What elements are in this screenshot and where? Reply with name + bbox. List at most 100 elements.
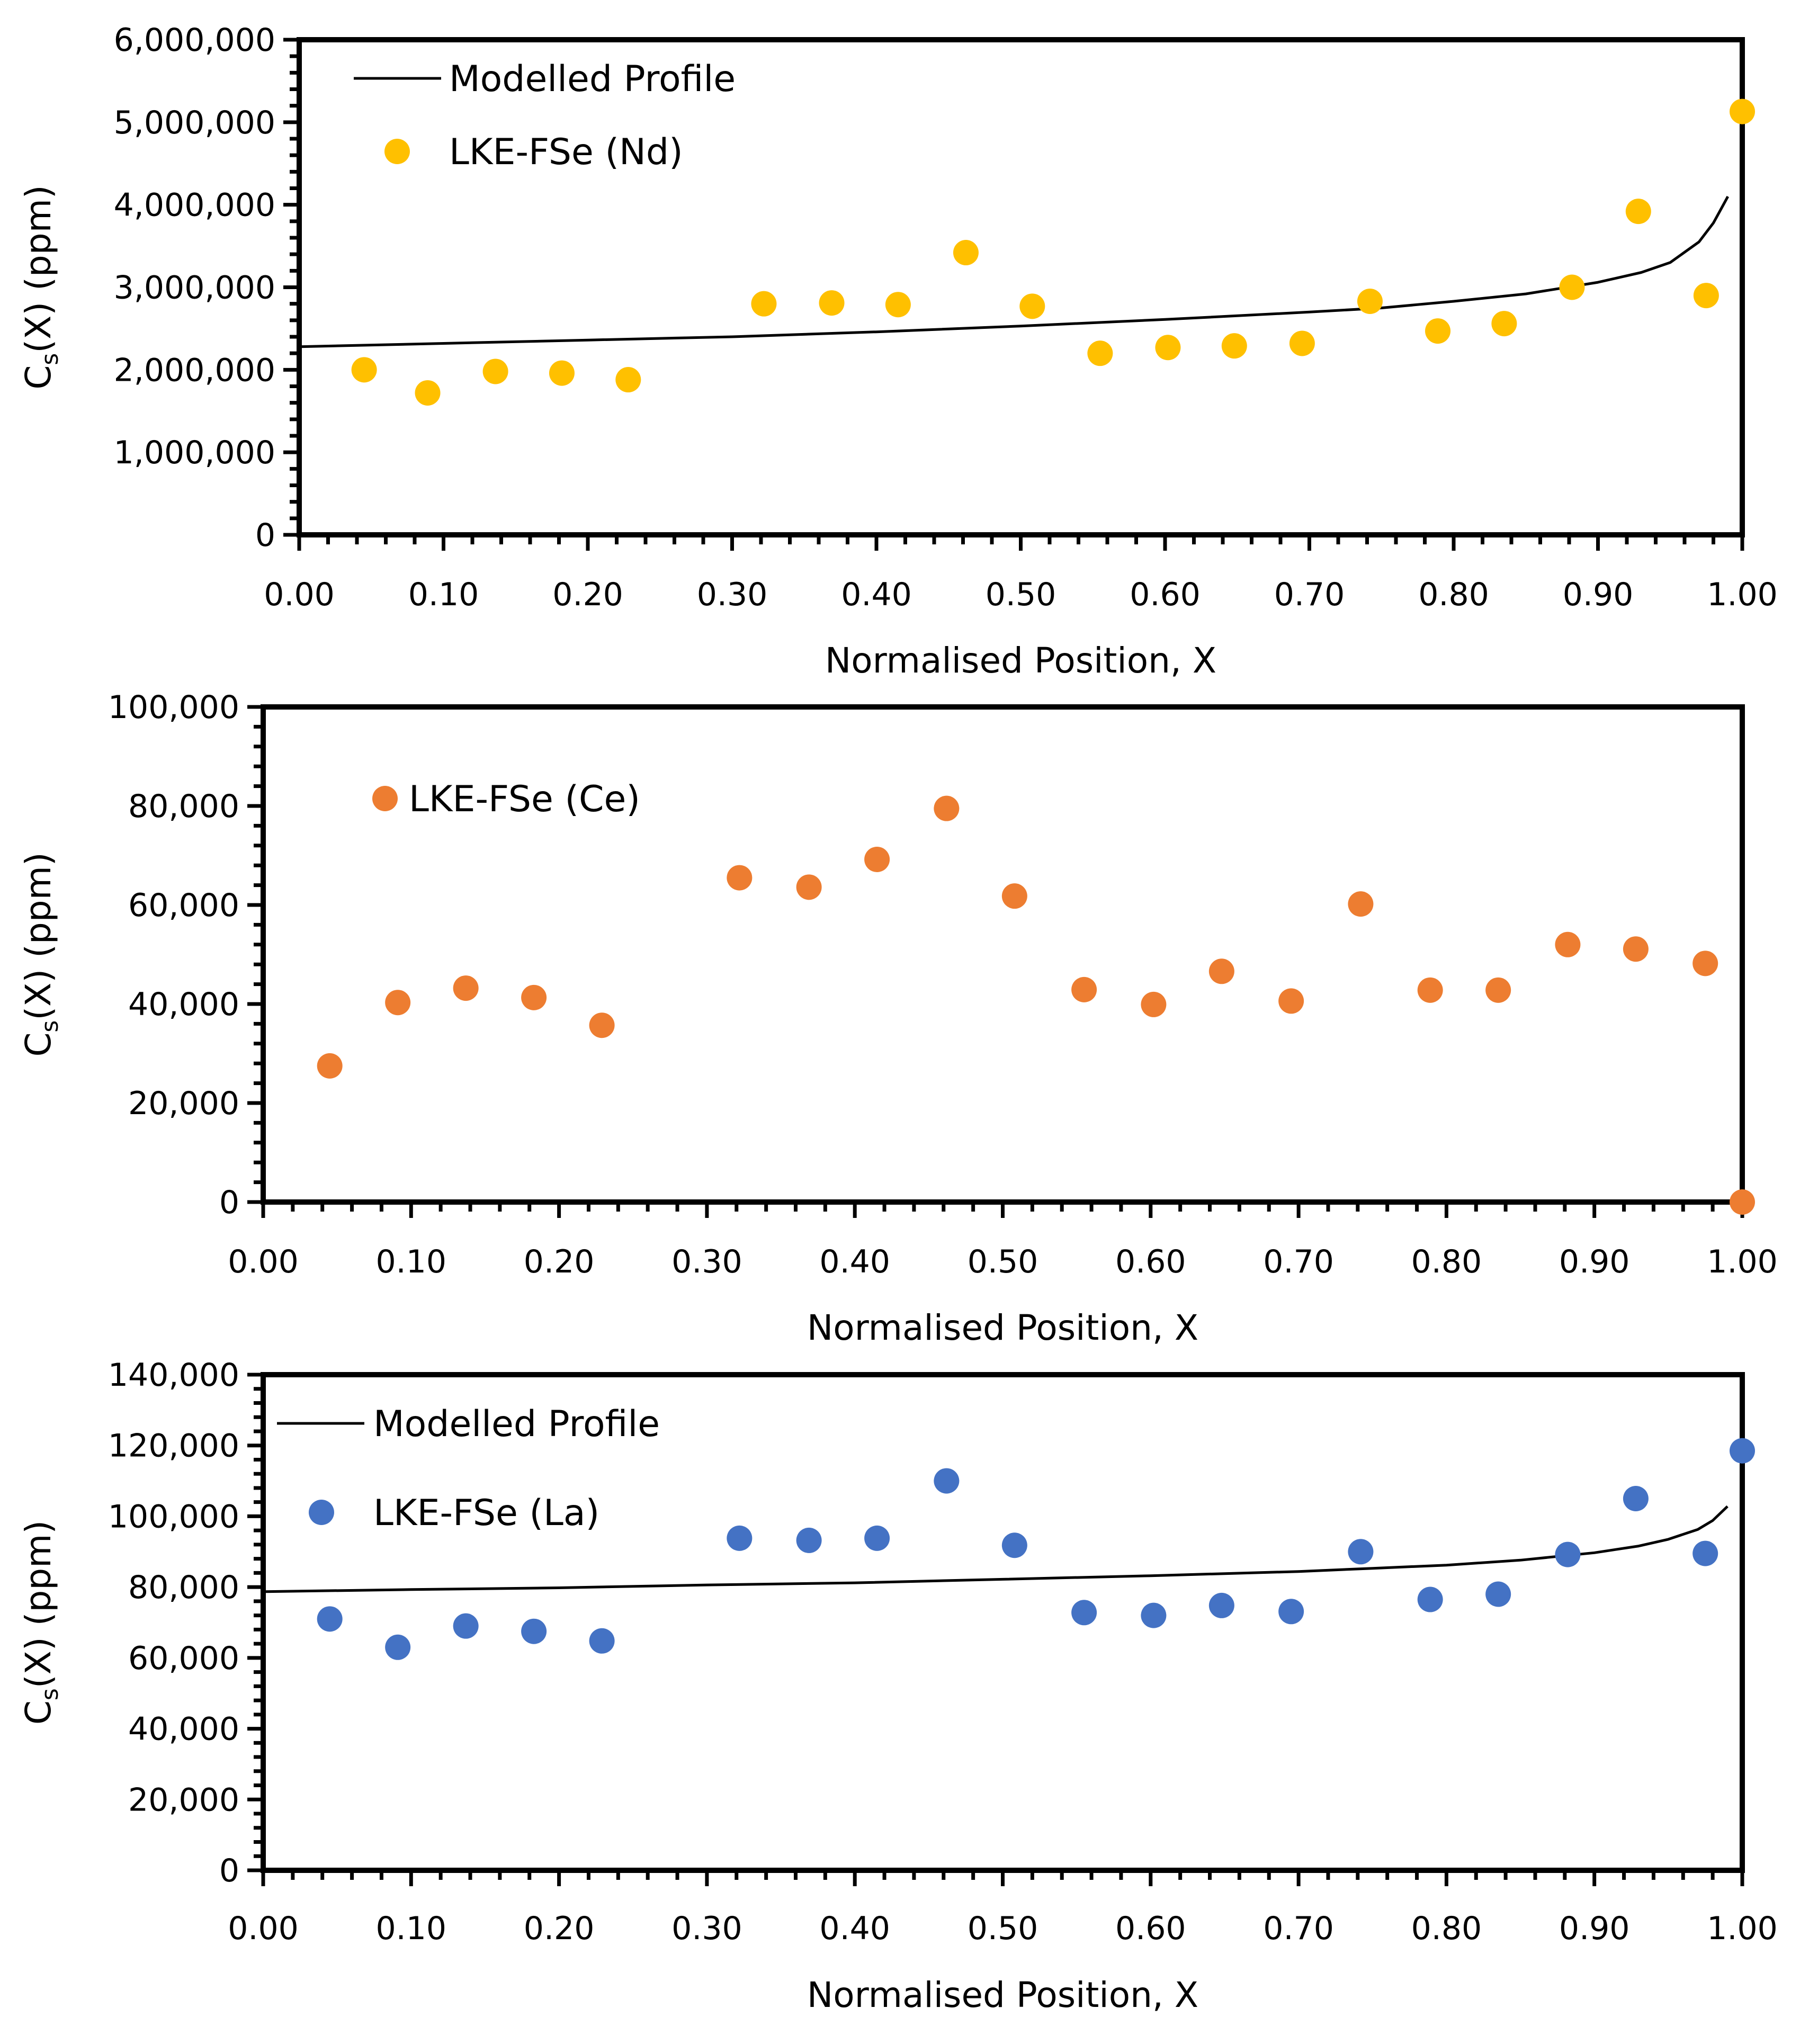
- y-tick-label: 140,000: [108, 1357, 239, 1394]
- y-axis-title: Cs(X) (ppm): [18, 852, 64, 1056]
- data-point: [1417, 977, 1443, 1003]
- data-point: [615, 367, 641, 393]
- data-point: [1348, 891, 1374, 917]
- data-point: [1357, 288, 1383, 314]
- y-axis-title-main: C: [18, 365, 59, 390]
- y-axis-title-main: C: [18, 1033, 59, 1057]
- x-tick-label: 0.60: [1115, 1910, 1186, 1947]
- data-point: [864, 1525, 890, 1551]
- chart-3: 0.00 0.10 0.20 0.30 0.40 0.50 0.60 0.70 0.80 0.90…: [18, 1357, 1778, 2015]
- x-tick-label: 0.60: [1115, 1243, 1186, 1280]
- x-axis-title: Normalised Position, X: [807, 1975, 1198, 2015]
- data-point: [1730, 98, 1755, 124]
- plot-frame: [297, 37, 1745, 537]
- x-tick-label: 0.00: [264, 576, 335, 613]
- y-axis-title-sub: s: [37, 353, 64, 365]
- legend-label: Modelled Profile: [373, 1403, 660, 1445]
- legend-label: LKE-FSe (La): [373, 1492, 599, 1534]
- y-axis-title-main: C: [18, 1700, 59, 1725]
- data-point: [351, 357, 377, 383]
- x-axis-title: Normalised Position, X: [807, 1307, 1198, 1348]
- y-tick-label: 20,000: [128, 1781, 239, 1818]
- y-tick-label: 0: [219, 1852, 239, 1889]
- x-tick-label: 0.10: [376, 1910, 447, 1947]
- y-tick-label: 80,000: [128, 788, 239, 825]
- data-point: [1278, 1599, 1304, 1625]
- y-tick-label: 1,000,000: [114, 434, 275, 471]
- x-tick-label: 1.00: [1707, 576, 1778, 613]
- chart-1: 0.00 0.10 0.20 0.30 0.40 0.50 0.60 0.70 0.80 0.90…: [18, 22, 1778, 681]
- series-line-modelled-profile: [299, 195, 1729, 348]
- y-tick-label: 0: [255, 517, 275, 554]
- data-point: [1019, 293, 1045, 319]
- x-tick-label: 0.10: [376, 1243, 447, 1280]
- data-point: [885, 292, 911, 318]
- data-point: [317, 1606, 343, 1632]
- legend-dot-marker: [384, 139, 410, 164]
- data-point: [453, 1613, 479, 1639]
- x-tick-label: 0.20: [524, 1243, 595, 1280]
- x-tick-label: 0.40: [819, 1910, 890, 1947]
- data-point: [1087, 340, 1113, 366]
- data-point: [1625, 199, 1651, 225]
- data-point: [819, 290, 845, 316]
- x-tick-label: 0.90: [1559, 1243, 1630, 1280]
- data-point: [1693, 283, 1719, 309]
- data-point: [751, 291, 777, 317]
- y-tick-label: 60,000: [128, 1640, 239, 1677]
- legend-label: Modelled Profile: [449, 58, 736, 100]
- data-point: [1623, 1486, 1649, 1511]
- data-point: [1692, 1540, 1718, 1566]
- data-point: [1425, 318, 1451, 344]
- x-tick-label: 1.00: [1707, 1910, 1778, 1947]
- legend-dot-marker: [372, 786, 398, 811]
- x-tick-label: 0.00: [228, 1910, 299, 1947]
- y-tick-label: 100,000: [108, 1498, 239, 1535]
- x-tick-label: 0.90: [1559, 1910, 1630, 1947]
- data-point: [1155, 335, 1181, 361]
- data-point: [415, 380, 441, 406]
- x-tick-label: 0.50: [968, 1243, 1038, 1280]
- data-point: [1221, 333, 1247, 359]
- x-tick-label: 0.40: [819, 1243, 890, 1280]
- x-tick-label: 0.90: [1563, 576, 1634, 613]
- data-point: [589, 1012, 615, 1038]
- y-tick-label: 0: [219, 1184, 239, 1221]
- x-tick-label: 0.80: [1411, 1910, 1482, 1947]
- data-point: [1208, 958, 1234, 984]
- y-axis-title-sub: s: [37, 1020, 64, 1033]
- y-tick-label: 2,000,000: [114, 352, 275, 389]
- x-tick-label: 0.80: [1418, 576, 1489, 613]
- data-point: [482, 358, 508, 384]
- legend-label: LKE-FSe (Ce): [409, 778, 640, 820]
- x-tick-label: 0.30: [671, 1910, 742, 1947]
- data-point: [727, 865, 753, 891]
- x-tick-label: 0.50: [986, 576, 1056, 613]
- y-axis-title: Cs(X) (ppm): [18, 1520, 64, 1725]
- data-point: [1001, 1532, 1027, 1558]
- data-point: [796, 1527, 822, 1553]
- x-tick-label: 0.50: [968, 1910, 1038, 1947]
- y-tick-label: 40,000: [128, 986, 239, 1023]
- y-tick-label: 100,000: [108, 689, 239, 726]
- data-point: [796, 874, 822, 900]
- y-tick-label: 4,000,000: [114, 187, 275, 224]
- data-point: [934, 795, 960, 821]
- x-tick-label: 0.20: [552, 576, 623, 613]
- data-point: [1623, 936, 1649, 962]
- x-tick-label: 0.00: [228, 1243, 299, 1280]
- data-point: [1485, 1581, 1511, 1607]
- y-axis-title-rest: (X) (ppm): [18, 852, 59, 1020]
- data-point: [1348, 1539, 1374, 1565]
- data-point: [317, 1053, 343, 1079]
- legend-label: LKE-FSe (Nd): [449, 131, 683, 173]
- y-tick-label: 60,000: [128, 887, 239, 924]
- data-point: [521, 984, 547, 1010]
- data-point: [1278, 988, 1304, 1014]
- series-line-modelled-profile: [263, 1505, 1729, 1593]
- data-point: [385, 1634, 411, 1660]
- data-point: [1417, 1586, 1443, 1612]
- data-point: [934, 1468, 960, 1494]
- data-point: [1555, 1541, 1581, 1567]
